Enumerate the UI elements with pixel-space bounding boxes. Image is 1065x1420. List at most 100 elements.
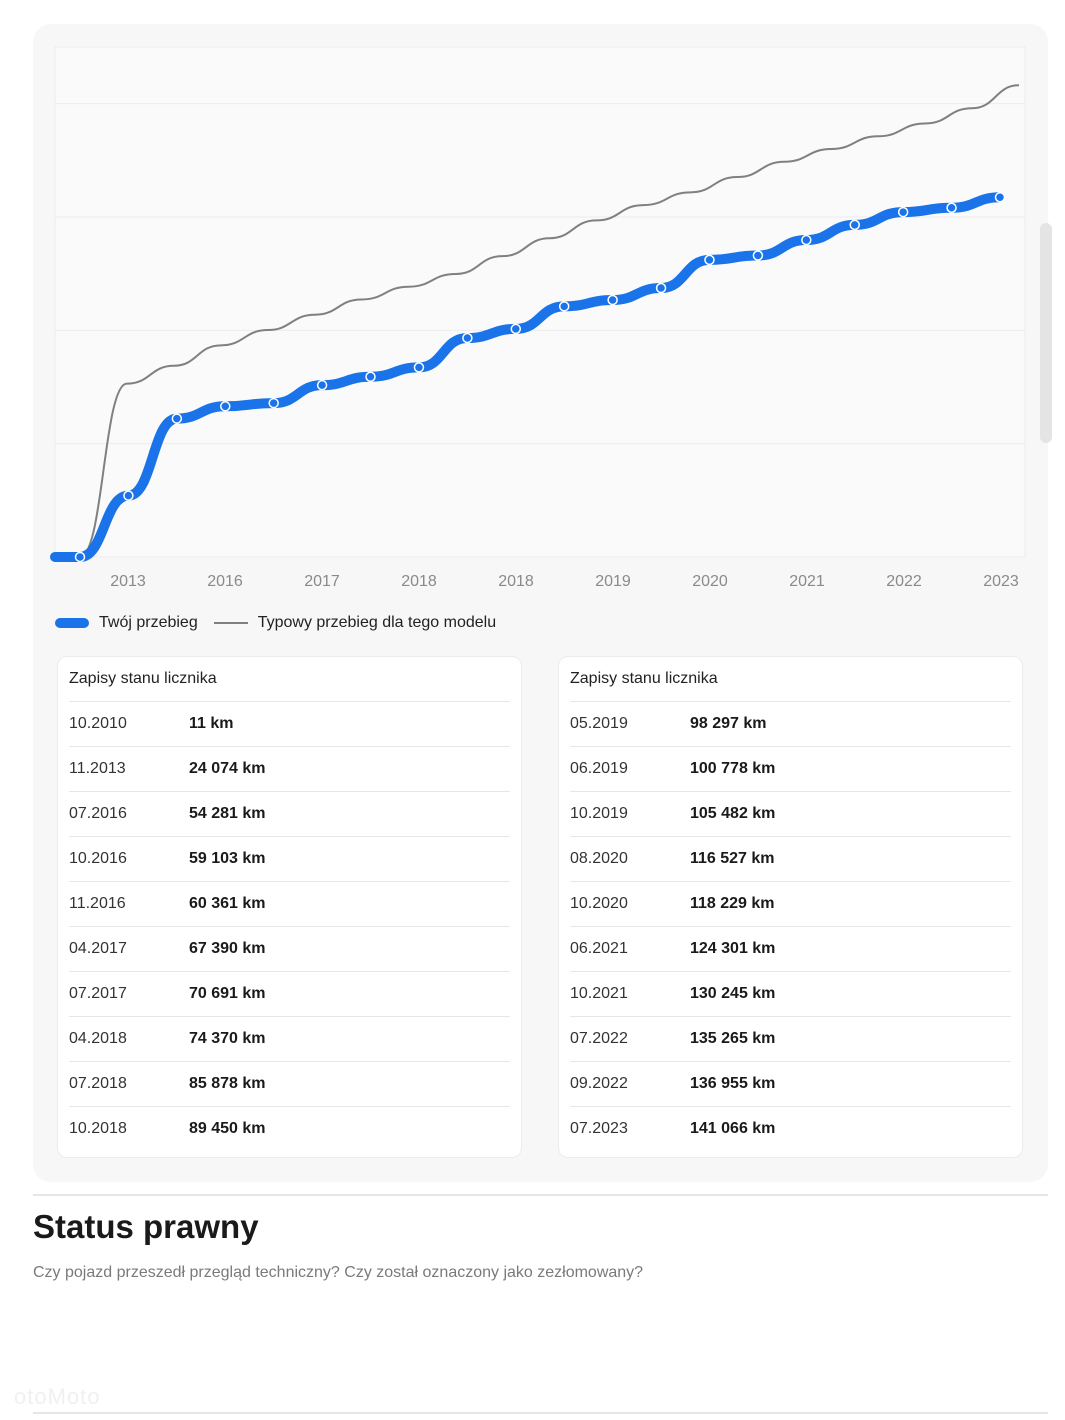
x-tick-label: 2018: [401, 573, 437, 590]
mileage-point: [74, 551, 86, 563]
record-date: 08.2020: [570, 850, 628, 867]
table-row: 06.2021 124 301 km: [570, 927, 1011, 972]
x-tick-label: 2020: [692, 573, 728, 590]
table-row: 11.2013 24 074 km: [69, 747, 510, 792]
record-value: 124 301 km: [690, 940, 776, 957]
table-row: 10.2016 59 103 km: [69, 837, 510, 882]
section-divider: [33, 1194, 1048, 1196]
table-row: 10.2020 118 229 km: [570, 882, 1011, 927]
mileage-point: [365, 371, 376, 382]
table-row: 07.2017 70 691 km: [69, 972, 510, 1017]
watermark: otoMoto: [14, 1384, 101, 1409]
record-value: 70 691 km: [189, 985, 266, 1002]
mileage-point: [558, 301, 570, 312]
record-date: 10.2020: [570, 895, 628, 912]
mileage-point: [268, 397, 279, 409]
record-date: 09.2022: [570, 1075, 628, 1092]
record-date: 10.2019: [570, 805, 628, 822]
table-row: 04.2018 74 370 km: [69, 1017, 510, 1062]
table-row: 08.2020 116 527 km: [570, 837, 1011, 882]
legend-label-your-mileage: Twój przebieg: [99, 614, 198, 631]
record-value: 136 955 km: [690, 1075, 776, 1092]
record-date: 10.2018: [69, 1120, 127, 1137]
table-row: 10.2021 130 245 km: [570, 972, 1011, 1017]
table-row: 11.2016 60 361 km: [69, 882, 510, 927]
record-value: 85 878 km: [189, 1075, 266, 1092]
mileage-point: [607, 294, 618, 306]
mileage-point: [316, 379, 328, 391]
x-tick-label: 2013: [110, 573, 146, 590]
x-tick-label: 2019: [595, 573, 631, 590]
mileage-point: [655, 282, 667, 294]
odometer-records-table-1: Zapisy stanu licznika 10.2010 11 km 11.20…: [57, 656, 522, 1158]
table-row: 10.2018 89 450 km: [69, 1107, 510, 1151]
mileage-point: [704, 254, 715, 266]
record-date: 11.2013: [69, 760, 126, 777]
record-value: 105 482 km: [690, 805, 776, 822]
table-row: 05.2019 98 297 km: [570, 702, 1011, 747]
scrollbar[interactable]: [1040, 223, 1052, 443]
x-tick-label: 2017: [304, 573, 340, 590]
record-date: 10.2016: [69, 850, 127, 867]
mileage-point: [897, 206, 909, 218]
record-value: 89 450 km: [189, 1120, 266, 1137]
x-tick-label: 2018: [498, 573, 534, 590]
record-date: 05.2019: [570, 715, 628, 732]
record-date: 06.2021: [570, 940, 628, 957]
mileage-point: [462, 332, 473, 344]
record-value: 100 778 km: [690, 760, 776, 777]
record-value: 135 265 km: [690, 1030, 776, 1047]
x-tick-label: 2016: [207, 573, 243, 590]
mileage-point: [801, 234, 812, 246]
section-title: Status prawny: [33, 1208, 259, 1245]
record-date: 07.2017: [69, 985, 127, 1002]
record-value: 54 281 km: [189, 805, 266, 822]
section-subtitle: Czy pojazd przeszedł przegląd techniczny…: [33, 1264, 644, 1281]
record-date: 06.2019: [570, 760, 628, 777]
plot-area: [54, 46, 1026, 558]
table-row: 04.2017 67 390 km: [69, 927, 510, 972]
record-date: 11.2016: [69, 895, 126, 912]
table-title: Zapisy stanu licznika: [69, 657, 510, 702]
record-value: 67 390 km: [189, 940, 266, 957]
mileage-chart: 2013 2016 2017 2018 2018 2019 2020 2021 2022 2023: [50, 46, 1026, 590]
record-value: 141 066 km: [690, 1120, 776, 1137]
record-date: 07.2018: [69, 1075, 127, 1092]
record-value: 59 103 km: [189, 850, 266, 867]
table-row: 07.2022 135 265 km: [570, 1017, 1011, 1062]
mileage-point: [220, 401, 231, 412]
table-row: 07.2016 54 281 km: [69, 792, 510, 837]
record-value: 130 245 km: [690, 985, 776, 1002]
section-divider-bottom: [33, 1412, 1048, 1414]
record-value: 116 527 km: [690, 850, 775, 867]
mileage-point: [413, 362, 425, 373]
table-row: 09.2022 136 955 km: [570, 1062, 1011, 1107]
table-row: 07.2018 85 878 km: [69, 1062, 510, 1107]
mileage-point: [510, 323, 522, 335]
mileage-point: [171, 413, 183, 424]
x-tick-label: 2022: [886, 573, 922, 590]
record-date: 04.2017: [69, 940, 127, 957]
legend-swatch-your-mileage: [55, 618, 89, 628]
record-value: 98 297 km: [690, 715, 767, 732]
x-tick-label: 2021: [789, 573, 825, 590]
legend-label-typical-mileage: Typowy przebieg dla tego modelu: [257, 614, 497, 631]
table-title: Zapisy stanu licznika: [570, 657, 1011, 702]
record-date: 07.2022: [570, 1030, 628, 1047]
table-row: 07.2023 141 066 km: [570, 1107, 1011, 1151]
record-date: 07.2023: [570, 1120, 628, 1137]
chart-legend: Twój przebieg Typowy przebieg dla tego m…: [55, 610, 512, 636]
table-row: 10.2019 105 482 km: [570, 792, 1011, 837]
record-date: 10.2010: [69, 715, 127, 732]
record-value: 11 km: [189, 715, 234, 732]
mileage-point: [946, 202, 957, 214]
record-date: 04.2018: [69, 1030, 127, 1047]
table-row: 06.2019 100 778 km: [570, 747, 1011, 792]
record-value: 118 229 km: [690, 895, 775, 912]
record-date: 07.2016: [69, 805, 127, 822]
record-value: 60 361 km: [189, 895, 266, 912]
mileage-point: [752, 250, 764, 261]
odometer-records-table-2: Zapisy stanu licznika 05.2019 98 297 km 0…: [558, 656, 1023, 1158]
mileage-point: [994, 192, 1006, 203]
record-value: 24 074 km: [189, 760, 266, 777]
